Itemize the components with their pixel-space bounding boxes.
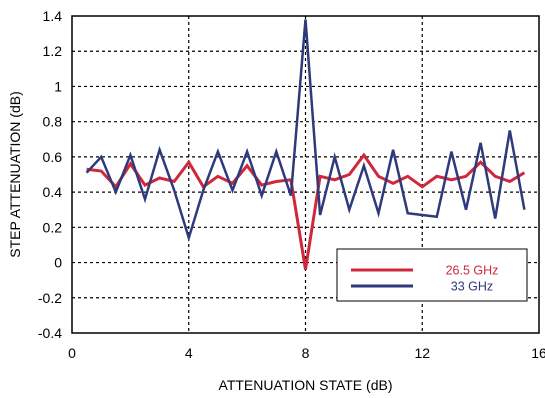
y-axis-label: STEP ATTENUATION (dB) <box>7 91 23 257</box>
legend-box <box>336 248 528 302</box>
y-tick-label: 1.4 <box>43 8 63 24</box>
y-tick-labels: -0.4 -0.2 0 0.2 0.4 0.6 0.8 1 1.2 1.4 <box>38 8 62 341</box>
y-tick-label: -0.2 <box>38 290 62 306</box>
series-line-33ghz <box>85 19 526 243</box>
x-axis-label: ATTENUATION STATE (dB) <box>219 377 393 393</box>
x-tick-label: 8 <box>302 345 310 361</box>
y-tick-label: 0.4 <box>43 184 63 200</box>
y-tick-label: 1.2 <box>43 43 63 59</box>
x-tick-label: 4 <box>185 345 193 361</box>
y-tick-label: 0.6 <box>43 149 63 165</box>
y-tick-label: 0.2 <box>43 219 63 235</box>
series-line-26-5ghz <box>86 152 526 270</box>
x-tick-label: 12 <box>414 345 430 361</box>
series-lines <box>85 19 526 270</box>
legend-label-33ghz: 33 GHz <box>451 280 493 294</box>
y-tick-label: -0.4 <box>38 325 62 341</box>
legend-label-26-5ghz: 26.5 GHz <box>446 264 499 278</box>
y-tick-label: 0.8 <box>43 114 63 130</box>
x-tick-label: 0 <box>68 345 76 361</box>
y-tick-label: 0 <box>54 255 62 271</box>
legend: 26.5 GHz 33 GHz <box>336 248 528 302</box>
y-tick-label: 1 <box>54 78 62 94</box>
x-tick-labels: 0 4 8 12 16 <box>68 345 545 361</box>
x-tick-label: 16 <box>531 345 545 361</box>
plot-frame <box>71 15 540 334</box>
